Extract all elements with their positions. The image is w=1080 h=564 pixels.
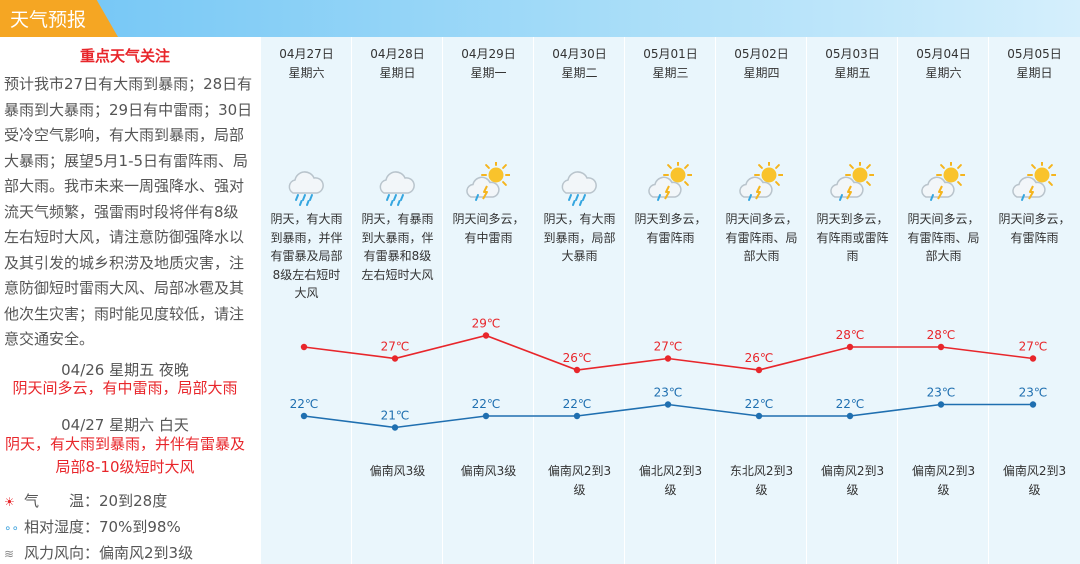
day-wind: 偏北风2到3级 <box>638 464 703 497</box>
column-divider <box>624 37 625 564</box>
info-row-humidity: ∘∘ 相对湿度：70%到98% <box>4 516 181 537</box>
page-title: 天气预报 <box>10 9 87 31</box>
column-divider <box>533 37 534 564</box>
day-date: 04月30日 <box>552 47 607 61</box>
day-weekday: 星期一 <box>470 66 507 80</box>
day-desc: 阴天间多云，有雷阵雨、局部大雨 <box>907 212 980 263</box>
sun-cloud-thunder-icon <box>648 160 693 206</box>
day-date: 04月29日 <box>461 47 516 61</box>
info-label: 相对湿度： <box>24 518 100 536</box>
day-desc: 阴天间多云，有中雷雨 <box>452 212 525 245</box>
day-desc: 阴天，有暴雨到大暴雨，伴有雷暴和8级左右短时大风 <box>361 212 434 282</box>
day-weekday: 星期四 <box>743 66 780 80</box>
day-weekday: 星期日 <box>379 66 416 80</box>
header-tab <box>0 0 118 37</box>
day-desc: 阴天到多云，有阵雨或雷阵雨 <box>816 212 889 263</box>
header-bar: 天气预报 <box>0 0 1080 37</box>
day-weekday: 星期二 <box>561 66 598 80</box>
day-weekday: 星期六 <box>925 66 962 80</box>
cloud-rain-icon <box>557 162 601 206</box>
day-wind: 偏南风2到3级 <box>547 464 612 497</box>
day-date: 05月05日 <box>1007 47 1062 61</box>
day-wind: 偏南风2到3级 <box>911 464 976 497</box>
day-desc: 阴天到多云，有雷阵雨 <box>634 212 707 245</box>
day-column: 04月29日 星期一阴天间多云，有中雷雨偏南风3级 <box>443 37 534 564</box>
sun-cloud-thunder-icon <box>739 160 784 206</box>
day-wind: 偏南风3级 <box>460 464 517 478</box>
focus-title: 重点天气关注 <box>79 47 170 65</box>
left-panel: 重点天气关注 预计我市27日有大雨到暴雨；28日有暴雨到大暴雨；29日有中雷雨；… <box>0 37 258 564</box>
column-divider <box>806 37 807 564</box>
period-desc: 阴天间多云，有中雷雨，局部大雨 <box>12 379 238 397</box>
day-column: 05月05日 星期日阴天间多云，有雷阵雨 偏南风2到3级 <box>989 37 1080 564</box>
cloud-rain-icon <box>375 162 419 206</box>
day-column: 05月04日 星期六阴天间多云，有雷阵雨、局部大雨偏南风2到3级 <box>898 37 989 564</box>
period-label: 04/27 星期六 白天 <box>61 416 189 434</box>
day-date: 05月02日 <box>734 47 789 61</box>
sun-cloud-thunder-icon <box>830 160 875 206</box>
info-value: 偏南风2到3级 <box>99 544 194 562</box>
day-column: 04月27日 星期六阴天，有大雨到暴雨，并伴有雷暴及局部8级左右短时大风 <box>261 37 352 564</box>
day-weekday: 星期日 <box>1016 66 1053 80</box>
sun-cloud-thunder-icon <box>466 160 511 206</box>
day-desc: 阴天间多云，有雷阵雨、局部大雨 <box>725 212 798 263</box>
day-wind: 偏南风2到3级 <box>820 464 885 497</box>
day-date: 04月27日 <box>279 47 334 61</box>
info-label: 风力风向： <box>24 544 100 562</box>
column-divider <box>897 37 898 564</box>
thermometer-icon: ☀ <box>4 495 15 509</box>
info-value: 20到28度 <box>99 492 168 510</box>
info-label: 气 温： <box>24 492 100 510</box>
day-desc: 阴天，有大雨到暴雨，并伴有雷暴及局部8级左右短时大风 <box>270 212 343 300</box>
day-date: 05月01日 <box>643 47 698 61</box>
day-weekday: 星期六 <box>288 66 325 80</box>
day-date: 04月28日 <box>370 47 425 61</box>
day-weekday: 星期五 <box>834 66 871 80</box>
info-value: 70%到98% <box>99 518 181 536</box>
info-row-wind: ≋ 风力风向：偏南风2到3级 <box>4 542 193 563</box>
day-column: 04月28日 星期日阴天，有暴雨到大暴雨，伴有雷暴和8级左右短时大风偏南风3级 <box>352 37 443 564</box>
day-date: 05月03日 <box>825 47 880 61</box>
wind-icon: ≋ <box>4 547 15 561</box>
column-divider <box>442 37 443 564</box>
sun-cloud-thunder-icon <box>1012 160 1057 206</box>
day-date: 05月04日 <box>916 47 971 61</box>
day-wind: 东北风2到3级 <box>729 464 794 497</box>
cloud-rain-icon <box>284 162 328 206</box>
sun-cloud-thunder-icon <box>921 160 966 206</box>
day-weekday: 星期三 <box>652 66 689 80</box>
day-wind: 偏南风3级 <box>369 464 426 478</box>
column-divider <box>351 37 352 564</box>
day-column: 04月30日 星期二阴天，有大雨到暴雨，局部大暴雨偏南风2到3级 <box>534 37 625 564</box>
day-column: 05月03日 星期五阴天到多云，有阵雨或雷阵雨偏南风2到3级 <box>807 37 898 564</box>
forecast-panel: 04月27日 星期六 阴天，有大雨到暴雨，并伴有雷暴及局部8级左右短时大风 04月28… <box>261 37 1080 564</box>
day-desc: 阴天间多云，有雷阵雨 <box>998 212 1071 245</box>
info-row-temperature: ☀ 气 温：20到28度 <box>4 490 167 511</box>
day-desc: 阴天，有大雨到暴雨，局部大暴雨 <box>543 212 616 263</box>
column-divider <box>715 37 716 564</box>
day-column: 05月02日 星期四阴天间多云，有雷阵雨、局部大雨东北风2到3级 <box>716 37 807 564</box>
humidity-icon: ∘∘ <box>4 521 20 535</box>
day-column: 05月01日 星期三阴天到多云，有雷阵雨 偏北风2到3级 <box>625 37 716 564</box>
day-wind: 偏南风2到3级 <box>1002 464 1067 497</box>
column-divider <box>988 37 989 564</box>
focus-text: 预计我市27日有大雨到暴雨；28日有暴雨到大暴雨；29日有中雷雨；30日受冷空气… <box>4 75 253 348</box>
period-label: 04/26 星期五 夜晚 <box>61 361 189 379</box>
period-desc: 阴天，有大雨到暴雨，并伴有雷暴及局部8-10级短时大风 <box>4 435 245 476</box>
